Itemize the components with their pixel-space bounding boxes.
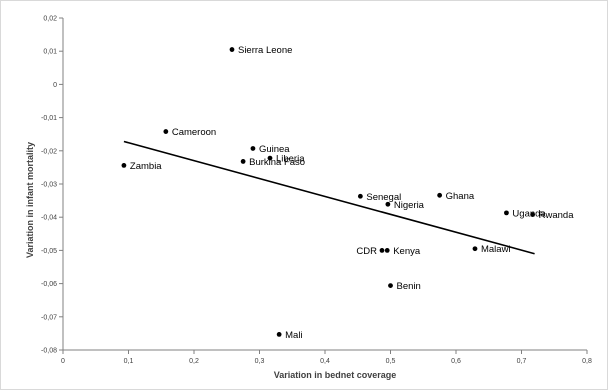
point-label: Rwanda	[539, 210, 575, 221]
y-axis-title: Variation in infant mortality	[25, 142, 35, 258]
data-point	[379, 248, 385, 253]
data-point	[121, 163, 127, 168]
x-tick-label: 0,5	[386, 358, 396, 365]
y-tick-label: 0,01	[43, 49, 57, 56]
trendline	[123, 140, 535, 255]
data-point	[388, 283, 393, 288]
point-label: Zambia	[130, 161, 162, 172]
x-tick-label: 0,2	[189, 358, 199, 365]
data-point	[504, 210, 509, 216]
point-label: CDR	[356, 246, 377, 257]
data-point	[229, 47, 235, 52]
data-point	[267, 155, 273, 161]
y-tick-label: 0	[53, 82, 57, 89]
point-label: Burkina Faso	[249, 157, 305, 168]
y-tick-label: -0,06	[41, 281, 57, 288]
axes: 0 0,1 0,2 0,3 0,4 0,5 0,6 0,7 0,8 0,02 0,01 0 -0,01 -…	[41, 16, 592, 366]
y-tick-label: -0,07	[41, 314, 57, 321]
point-label: Mali	[285, 330, 302, 341]
point-label: Kenya	[393, 246, 421, 257]
point-label: Cameroon	[172, 127, 216, 138]
y-tick-label: -0,01	[41, 115, 57, 122]
y-tick-label: -0,08	[41, 348, 57, 355]
y-tick-label: -0,05	[41, 248, 57, 255]
y-tick-label: -0,02	[41, 148, 57, 155]
point-label: Guinea	[259, 144, 290, 155]
data-point	[472, 246, 478, 252]
point-label: Senegal	[366, 192, 401, 203]
data-point	[385, 201, 391, 207]
x-tick-label: 0,1	[124, 358, 134, 365]
data-point	[530, 212, 536, 217]
point-label: Liberia	[276, 154, 305, 165]
data-point	[357, 193, 363, 199]
y-tick-label: -0,04	[41, 215, 57, 222]
x-tick-label: 0	[61, 358, 65, 365]
data-point	[276, 331, 282, 337]
x-tick-label: 0,4	[320, 358, 330, 365]
data-point	[250, 146, 256, 151]
point-label: Benin	[397, 281, 421, 292]
point-label: Sierra Leone	[238, 45, 292, 56]
point-label: Malawi	[481, 244, 511, 255]
y-tick-label: 0,02	[43, 16, 57, 23]
x-tick-label: 0,6	[451, 358, 461, 365]
data-point	[240, 159, 246, 164]
data-point	[163, 129, 169, 134]
point-label: Nigeria	[394, 200, 425, 211]
points-layer: Sierra Leone Cameroon GuineaLiberiaBurkina…	[121, 45, 575, 341]
point-label: Uganda	[512, 208, 546, 219]
data-point	[384, 248, 390, 253]
x-tick-label: 0,8	[582, 358, 592, 365]
point-label: Ghana	[446, 191, 475, 202]
x-axis-title: Variation in bednet coverage	[274, 370, 397, 380]
data-point	[437, 192, 443, 198]
trendline-layer	[123, 140, 535, 255]
y-tick-label: -0,03	[41, 182, 57, 189]
x-tick-label: 0,7	[517, 358, 527, 365]
x-tick-label: 0,3	[255, 358, 265, 365]
